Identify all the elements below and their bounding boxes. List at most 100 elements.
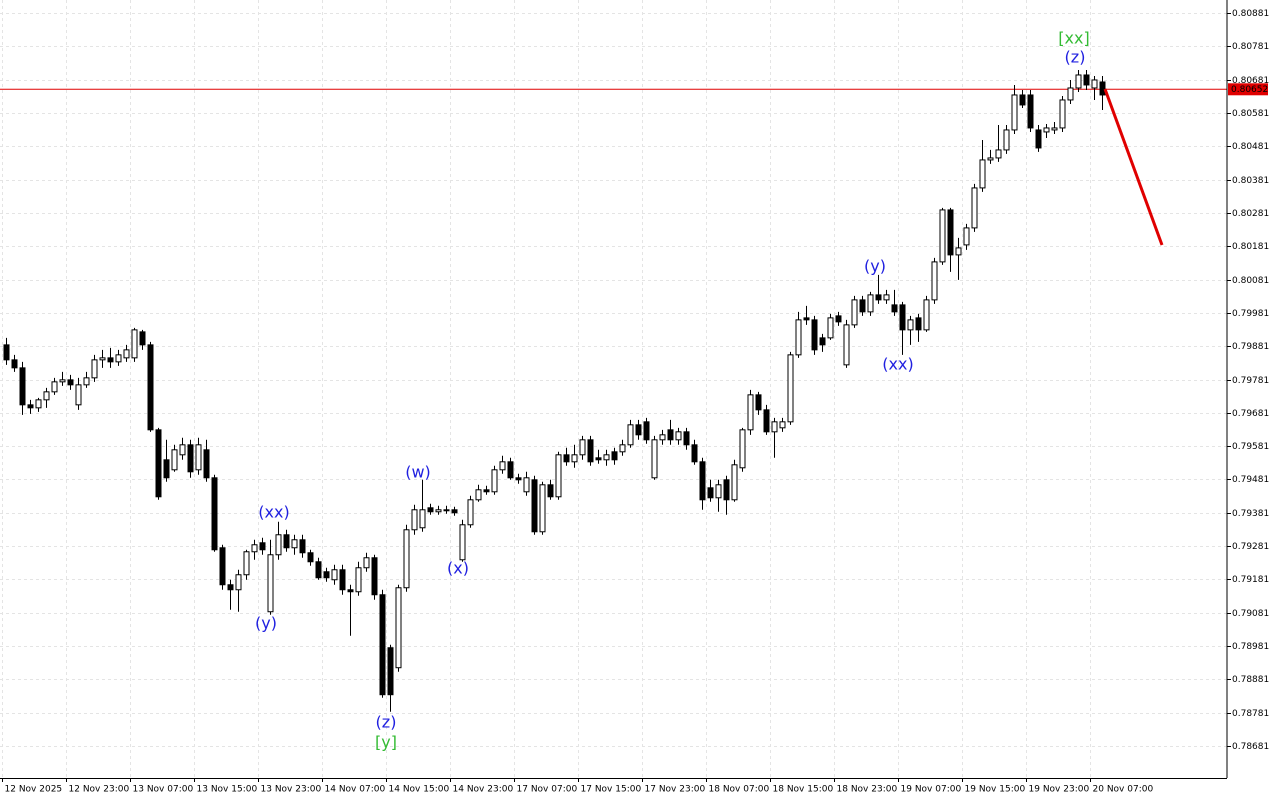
candle-body [771,421,778,433]
candle-body [275,534,282,556]
candle-body [195,444,202,471]
y-tick-label: 0.79781 [1232,376,1269,386]
candle-body [1075,74,1082,89]
y-tick-label: 0.80281 [1232,209,1269,219]
y-tick-label: 0.79581 [1232,442,1269,452]
candle-body [163,459,170,479]
candle-body [643,421,650,441]
x-tick-label: 17 Nov 07:00 [517,785,578,795]
y-tick-label: 0.78981 [1232,642,1269,652]
candle-body [923,299,930,331]
y-tick-label: 0.80181 [1232,242,1269,252]
candle-body [139,331,146,346]
candle-body [555,454,562,498]
y-tick-label: 0.80781 [1232,42,1269,52]
candle-body [211,477,218,551]
candle-body [443,509,450,512]
candle-body [251,544,258,553]
candle-body [971,187,978,229]
candle-body [691,444,698,463]
candle-body [755,394,762,411]
y-tick-label: 0.79481 [1232,475,1269,485]
y-tick-label: 0.78781 [1232,709,1269,719]
candle-body [739,429,746,469]
candle-body [667,429,674,441]
y-tick-label: 0.78681 [1232,742,1269,752]
x-tick-label: 19 Nov 15:00 [965,785,1026,795]
candle-body [539,484,546,533]
candle-body [483,489,490,493]
candle-body [571,454,578,463]
candle-body [547,484,554,498]
candle-body [747,394,754,431]
candle-body [963,227,970,246]
candle-body [227,584,234,591]
y-tick-label: 0.79281 [1232,542,1269,552]
wave-label: (z) [376,713,397,732]
candle-body [395,587,402,669]
candle-body [763,409,770,433]
candle-body [867,294,874,313]
x-tick-label: 19 Nov 07:00 [901,785,962,795]
candle-body [187,444,194,473]
candle-body [859,299,866,313]
candle-body [19,367,26,406]
wave-label: (xx) [258,503,289,522]
candle-body [1003,129,1010,151]
candle-body [635,424,642,436]
candle-body [107,357,114,363]
candle-body [475,489,482,501]
candle-body [707,487,714,499]
candle-body [939,209,946,263]
candle-body [59,379,66,383]
candle-body [75,384,82,406]
candle-body [883,294,890,301]
candle-body [1067,87,1074,101]
candle-body [27,404,34,409]
candle-body [499,461,506,471]
candle-body [811,319,818,351]
candle-body [531,479,538,533]
candle-body [595,457,602,461]
candle-body [467,499,474,526]
wave-label: (xx) [882,355,913,374]
candles [3,69,1106,712]
annotations: (xx)(y)(z)[y](w)(x)(y)(xx)[xx](z) [255,29,1090,752]
y-tick-label: 0.79181 [1232,575,1269,585]
y-tick-label: 0.79681 [1232,409,1269,419]
current-price-label: 0.80652 [1231,85,1268,95]
candle-body [1099,81,1106,96]
candle-body [491,469,498,493]
candle-body [123,349,130,359]
candle-body [363,557,370,569]
candle-body [731,464,738,501]
candle-body [99,357,106,361]
candle-body [563,454,570,463]
x-tick-label: 17 Nov 23:00 [645,785,706,795]
x-tick-label: 14 Nov 07:00 [325,785,386,795]
x-tick-label: 13 Nov 15:00 [197,785,258,795]
x-tick-label: 14 Nov 15:00 [389,785,450,795]
candle-body [891,304,898,313]
y-tick-label: 0.78881 [1232,675,1269,685]
y-tick-label: 0.80081 [1232,276,1269,286]
candle-body [827,317,834,339]
candle-body [579,439,586,456]
x-tick-label: 12 Nov 23:00 [69,785,130,795]
candle-body [1043,127,1050,133]
candle-body [355,567,362,593]
x-tick-label: 13 Nov 23:00 [261,785,322,795]
wave-label: [y] [375,733,397,752]
candle-body [931,261,938,301]
candle-body [779,421,786,429]
x-tick-label: 19 Nov 23:00 [1029,785,1090,795]
y-tick-label: 0.80581 [1232,109,1269,119]
candle-body [675,431,682,441]
candle-body [243,551,250,576]
candle-body [411,509,418,531]
y-tick-label: 0.79881 [1232,342,1269,352]
candle-body [683,431,690,446]
candle-body [587,439,594,463]
axes-labels: 0.80881 0.80781 0.80681 0.80581 0.80481 0.803… [2,9,1269,795]
